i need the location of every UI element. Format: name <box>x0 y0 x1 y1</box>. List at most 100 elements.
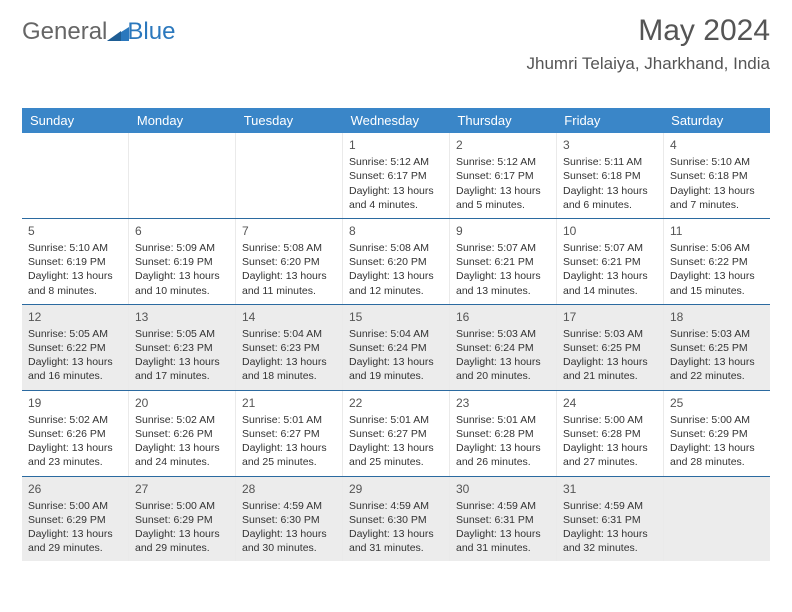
day-number: 11 <box>670 223 764 239</box>
day-number: 8 <box>349 223 443 239</box>
calendar-week-row: 1Sunrise: 5:12 AMSunset: 6:17 PMDaylight… <box>22 133 770 218</box>
sunset-line: Sunset: 6:24 PM <box>456 341 550 355</box>
calendar-header-cell: Sunday <box>22 108 129 133</box>
sunset-line: Sunset: 6:31 PM <box>563 513 657 527</box>
sunrise-line: Sunrise: 5:06 AM <box>670 241 764 255</box>
calendar-cell: 10Sunrise: 5:07 AMSunset: 6:21 PMDayligh… <box>556 219 663 304</box>
calendar-cell: 25Sunrise: 5:00 AMSunset: 6:29 PMDayligh… <box>663 391 770 476</box>
calendar-cell: 23Sunrise: 5:01 AMSunset: 6:28 PMDayligh… <box>449 391 556 476</box>
day-number: 28 <box>242 481 336 497</box>
calendar-cell: 3Sunrise: 5:11 AMSunset: 6:18 PMDaylight… <box>556 133 663 218</box>
sunset-line: Sunset: 6:29 PM <box>28 513 122 527</box>
calendar-week-row: 19Sunrise: 5:02 AMSunset: 6:26 PMDayligh… <box>22 390 770 476</box>
calendar-cell: 8Sunrise: 5:08 AMSunset: 6:20 PMDaylight… <box>342 219 449 304</box>
daylight-line: Daylight: 13 hours and 15 minutes. <box>670 269 764 297</box>
daylight-line: Daylight: 13 hours and 10 minutes. <box>135 269 229 297</box>
daylight-line: Daylight: 13 hours and 11 minutes. <box>242 269 336 297</box>
day-number: 3 <box>563 137 657 153</box>
sunrise-line: Sunrise: 4:59 AM <box>242 499 336 513</box>
daylight-line: Daylight: 13 hours and 19 minutes. <box>349 355 443 383</box>
day-number: 5 <box>28 223 122 239</box>
daylight-line: Daylight: 13 hours and 12 minutes. <box>349 269 443 297</box>
sunset-line: Sunset: 6:19 PM <box>135 255 229 269</box>
calendar-cell: 13 Sunrise: 5:05 AMSunset: 6:23 PMDayligh… <box>128 305 235 390</box>
day-number: 23 <box>456 395 550 411</box>
sunrise-line: Sunrise: 5:01 AM <box>456 413 550 427</box>
calendar-cell: 19 Sunrise: 5:02 AMSunset: 6:26 PMDayligh… <box>22 391 128 476</box>
daylight-line: Daylight: 13 hours and 32 minutes. <box>563 527 657 555</box>
sunrise-line: Sunrise: 5:00 AM <box>135 499 229 513</box>
logo-blue: Blue <box>127 18 175 46</box>
sunset-line: Sunset: 6:29 PM <box>670 427 764 441</box>
sunset-line: Sunset: 6:30 PM <box>349 513 443 527</box>
sunrise-line: Sunrise: 5:03 AM <box>670 327 764 341</box>
sunset-line: Sunset: 6:28 PM <box>563 427 657 441</box>
sunrise-line: Sunrise: 5:04 AM <box>349 327 443 341</box>
calendar-header-row: SundayMondayTuesdayWednesdayThursdayFrid… <box>22 108 770 133</box>
calendar-cell: 4Sunrise: 5:10 AMSunset: 6:18 PMDaylight… <box>663 133 770 218</box>
daylight-line: Daylight: 13 hours and 22 minutes. <box>670 355 764 383</box>
sunrise-line: Sunrise: 5:01 AM <box>349 413 443 427</box>
sunrise-line: Sunrise: 5:10 AM <box>670 155 764 169</box>
sunset-line: Sunset: 6:20 PM <box>242 255 336 269</box>
sunset-line: Sunset: 6:23 PM <box>135 341 229 355</box>
calendar-cell: 20Sunrise: 5:02 AMSunset: 6:26 PMDayligh… <box>128 391 235 476</box>
daylight-line: Daylight: 13 hours and 30 minutes. <box>242 527 336 555</box>
sunset-line: Sunset: 6:22 PM <box>28 341 122 355</box>
sunset-line: Sunset: 6:23 PM <box>242 341 336 355</box>
daylight-line: Daylight: 13 hours and 31 minutes. <box>456 527 550 555</box>
calendar-header-cell: Saturday <box>663 108 770 133</box>
sunrise-line: Sunrise: 5:11 AM <box>563 155 657 169</box>
title-block: May 2024 Jhumri Telaiya, Jharkhand, Indi… <box>527 14 771 74</box>
logo-wedge-icon <box>107 20 129 38</box>
day-number: 7 <box>242 223 336 239</box>
calendar-week-row: 26Sunrise: 5:00 AMSunset: 6:29 PMDayligh… <box>22 476 770 562</box>
daylight-line: Daylight: 13 hours and 14 minutes. <box>563 269 657 297</box>
sunrise-line: Sunrise: 5:00 AM <box>28 499 122 513</box>
sunrise-line: Sunrise: 5:02 AM <box>28 413 122 427</box>
sunset-line: Sunset: 6:25 PM <box>563 341 657 355</box>
day-number: 30 <box>456 481 550 497</box>
sunset-line: Sunset: 6:25 PM <box>670 341 764 355</box>
sunset-line: Sunset: 6:26 PM <box>28 427 122 441</box>
daylight-line: Daylight: 13 hours and 17 minutes. <box>135 355 229 383</box>
day-number: 13 <box>135 309 229 325</box>
daylight-line: Daylight: 13 hours and 29 minutes. <box>28 527 122 555</box>
calendar-cell: 1Sunrise: 5:12 AMSunset: 6:17 PMDaylight… <box>342 133 449 218</box>
sunrise-line: Sunrise: 5:08 AM <box>349 241 443 255</box>
calendar-header-cell: Monday <box>129 108 236 133</box>
day-number: 16 <box>456 309 550 325</box>
sunrise-line: Sunrise: 5:02 AM <box>135 413 229 427</box>
daylight-line: Daylight: 13 hours and 23 minutes. <box>28 441 122 469</box>
daylight-line: Daylight: 13 hours and 28 minutes. <box>670 441 764 469</box>
daylight-line: Daylight: 13 hours and 25 minutes. <box>349 441 443 469</box>
sunset-line: Sunset: 6:27 PM <box>349 427 443 441</box>
calendar-cell: 12Sunrise: 5:05 AMSunset: 6:22 PMDayligh… <box>22 305 128 390</box>
day-number: 2 <box>456 137 550 153</box>
sunset-line: Sunset: 6:27 PM <box>242 427 336 441</box>
daylight-line: Daylight: 13 hours and 20 minutes. <box>456 355 550 383</box>
calendar-cell: 5Sunrise: 5:10 AMSunset: 6:19 PMDaylight… <box>22 219 128 304</box>
sunrise-line: Sunrise: 5:05 AM <box>135 327 229 341</box>
sunset-line: Sunset: 6:24 PM <box>349 341 443 355</box>
calendar-cell-blank <box>235 133 342 218</box>
day-number: 19 <box>28 395 122 411</box>
sunrise-line: Sunrise: 4:59 AM <box>456 499 550 513</box>
sunset-line: Sunset: 6:26 PM <box>135 427 229 441</box>
sunrise-line: Sunrise: 5:00 AM <box>563 413 657 427</box>
calendar-week-row: 12Sunrise: 5:05 AMSunset: 6:22 PMDayligh… <box>22 304 770 390</box>
sunrise-line: Sunrise: 5:10 AM <box>28 241 122 255</box>
calendar-cell: 21Sunrise: 5:01 AMSunset: 6:27 PMDayligh… <box>235 391 342 476</box>
daylight-line: Daylight: 13 hours and 5 minutes. <box>456 184 550 212</box>
calendar-header-cell: Wednesday <box>343 108 450 133</box>
day-number: 14 <box>242 309 336 325</box>
sunset-line: Sunset: 6:21 PM <box>563 255 657 269</box>
calendar-cell: 14Sunrise: 5:04 AMSunset: 6:23 PMDayligh… <box>235 305 342 390</box>
calendar-cell: 2Sunrise: 5:12 AMSunset: 6:17 PMDaylight… <box>449 133 556 218</box>
calendar-cell: 27Sunrise: 5:00 AMSunset: 6:29 PMDayligh… <box>128 477 235 562</box>
sunset-line: Sunset: 6:18 PM <box>670 169 764 183</box>
day-number: 27 <box>135 481 229 497</box>
sunrise-line: Sunrise: 4:59 AM <box>563 499 657 513</box>
daylight-line: Daylight: 13 hours and 25 minutes. <box>242 441 336 469</box>
calendar: SundayMondayTuesdayWednesdayThursdayFrid… <box>22 108 770 561</box>
